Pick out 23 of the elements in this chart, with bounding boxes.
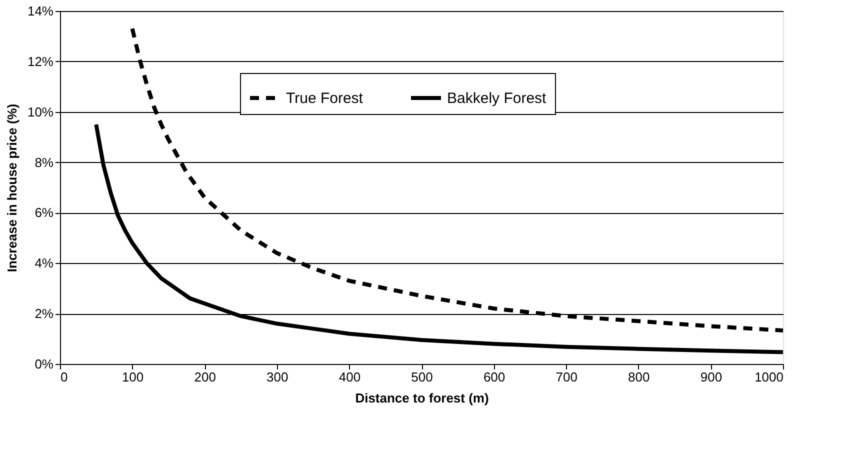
x-tick-label: 1000 bbox=[754, 370, 784, 384]
y-tick-label: 8% bbox=[34, 154, 54, 170]
y-tick-label: 6% bbox=[34, 205, 54, 220]
x-tick-label: 300 bbox=[266, 370, 288, 384]
x-axis-title: Distance to forest (m) bbox=[355, 390, 489, 406]
y-tick-label: 0% bbox=[34, 356, 54, 372]
y-tick-label: 4% bbox=[34, 256, 54, 271]
y-tick-label: 14% bbox=[27, 4, 54, 18]
x-tick-label: 600 bbox=[483, 370, 506, 384]
x-tick-label: 100 bbox=[122, 370, 144, 384]
y-tick-label: 12% bbox=[27, 54, 54, 69]
x-tick-label: 900 bbox=[700, 370, 722, 384]
x-tick-label: 400 bbox=[338, 370, 361, 384]
x-tick-label: 0 bbox=[60, 370, 68, 384]
y-tick-label: 10% bbox=[27, 104, 54, 120]
x-tick-label: 800 bbox=[628, 370, 650, 384]
y-axis-title: Increase in house price (%) bbox=[4, 104, 20, 272]
legend-label: True Forest bbox=[286, 90, 364, 107]
x-tick-label: 700 bbox=[556, 370, 578, 384]
x-tick-label: 200 bbox=[194, 370, 216, 384]
legend-label: Bakkely Forest bbox=[447, 90, 548, 107]
y-tick-label: 2% bbox=[34, 306, 54, 322]
x-tick-label: 500 bbox=[411, 370, 433, 384]
